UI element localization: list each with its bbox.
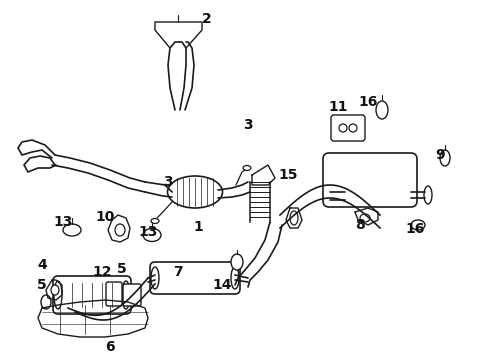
Text: 9: 9 xyxy=(435,148,445,162)
Ellipse shape xyxy=(290,211,298,225)
Text: 3: 3 xyxy=(243,118,253,132)
FancyBboxPatch shape xyxy=(106,282,122,306)
Text: 15: 15 xyxy=(278,168,298,182)
Text: 16: 16 xyxy=(405,222,425,236)
Ellipse shape xyxy=(143,229,161,242)
Text: 5: 5 xyxy=(117,262,127,276)
Text: 8: 8 xyxy=(355,218,365,232)
Ellipse shape xyxy=(231,254,243,270)
Ellipse shape xyxy=(411,220,425,230)
Text: 2: 2 xyxy=(202,12,212,26)
Ellipse shape xyxy=(349,124,357,132)
FancyBboxPatch shape xyxy=(150,262,240,294)
Ellipse shape xyxy=(360,214,370,222)
Ellipse shape xyxy=(115,224,125,236)
Text: 12: 12 xyxy=(92,265,112,279)
Ellipse shape xyxy=(122,281,130,309)
Ellipse shape xyxy=(376,101,388,119)
Text: 10: 10 xyxy=(96,210,115,224)
FancyBboxPatch shape xyxy=(123,284,141,306)
Text: 13: 13 xyxy=(138,225,158,239)
Text: 3: 3 xyxy=(163,175,173,189)
FancyBboxPatch shape xyxy=(53,276,131,314)
Ellipse shape xyxy=(51,285,59,295)
Text: 13: 13 xyxy=(53,215,73,229)
Text: 14: 14 xyxy=(212,278,232,292)
Text: 4: 4 xyxy=(37,258,47,272)
Ellipse shape xyxy=(168,176,222,208)
FancyBboxPatch shape xyxy=(323,153,417,207)
Ellipse shape xyxy=(243,166,251,171)
Text: 5: 5 xyxy=(37,278,47,292)
FancyBboxPatch shape xyxy=(331,115,365,141)
Ellipse shape xyxy=(41,295,51,309)
Ellipse shape xyxy=(151,267,159,289)
Ellipse shape xyxy=(63,224,81,236)
Ellipse shape xyxy=(424,186,432,204)
Text: 1: 1 xyxy=(193,220,203,234)
Ellipse shape xyxy=(440,150,450,166)
Ellipse shape xyxy=(339,124,347,132)
Text: 11: 11 xyxy=(328,100,348,114)
Text: 6: 6 xyxy=(105,340,115,354)
Ellipse shape xyxy=(151,219,159,224)
Text: 7: 7 xyxy=(173,265,183,279)
Text: 16: 16 xyxy=(358,95,378,109)
Ellipse shape xyxy=(231,267,239,289)
Ellipse shape xyxy=(54,281,62,309)
